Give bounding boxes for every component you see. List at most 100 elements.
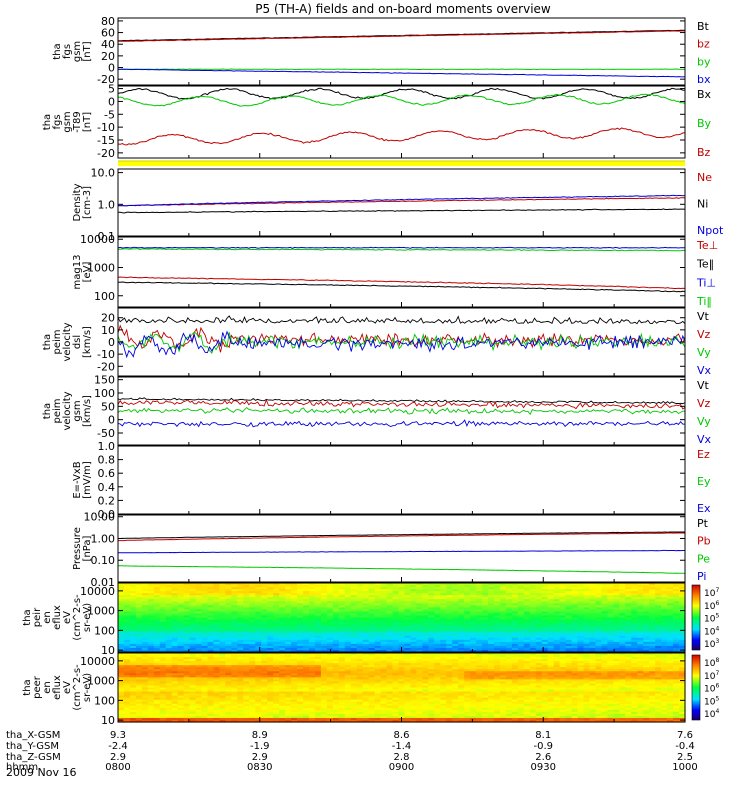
y-tick-label: 100 [94,624,115,637]
legend-entry: Vx [697,364,712,377]
y-tick-label: 10.00 [84,511,116,524]
trace-density-Ni [118,208,686,214]
y-tick-label: 0.0 [98,508,116,521]
legend-entry: Vz [697,397,711,410]
y-tick-label: 20 [101,312,115,325]
legend-entry: By [697,117,712,130]
ephemeris-value: -1.4 [392,741,412,752]
panel-pressure: 10.00 1.00 0.10 0.01 Pressure [nPa] Pt Pb Pe Pi [72,511,711,589]
panel-density: 10.0 1.0 0.1 Density [cm-3] Ne Ni Npot [72,167,724,243]
y-axis-label: peir [32,607,43,627]
spectrogram-cells [118,583,686,653]
legend-entry: Te‖ [696,258,714,271]
legend-entry: Ti⊥ [696,276,716,289]
colorbar-tick-label: 106 [704,600,719,612]
y-axis-label: gsm [62,111,73,132]
trace-fgs_gsm-bx [117,68,686,78]
y-tick-label: 150 [94,374,115,387]
legend-entry: Ne [697,171,712,184]
y-axis-label: [eV] [82,262,93,283]
ephemeris-value: 8.6 [394,730,410,741]
ephemeris-value: 0830 [247,762,272,773]
legend-entry: Vt [697,310,710,323]
ephemeris-value: -1.9 [250,741,270,752]
y-tick-label: 50 [101,400,115,413]
date-label: 2009 Nov 16 [6,766,76,779]
trace-velocity_gsm-Vt [117,397,686,405]
trace-fgs_gsm-bz [117,30,685,42]
y-axis-label: Pressure [72,527,83,570]
spectrogram-cells [118,653,686,723]
ephemeris-row-label: tha_Z-GSM [6,752,61,763]
ephemeris-value: 0930 [531,762,556,773]
panel-frame [117,17,686,86]
legend-entry: bx [697,73,711,86]
ephemeris-value: 8.9 [252,730,268,741]
trace-pressure-Pt [118,531,685,539]
trace-velocity_dsl-Vx [117,330,686,359]
legend-entry: Te⊥ [696,239,718,252]
y-tick-label: 10.0 [91,167,116,180]
y-tick-label: 10 [101,324,115,337]
colorbar-tick-label: 106 [704,683,719,695]
y-tick-label: -20 [97,73,115,86]
y-tick-label: 1.00 [91,532,116,545]
legend-entry: Vz [697,328,711,341]
legend-entry: Vy [697,346,711,359]
y-axis-label: [cm-3] [82,186,93,219]
y-axis-label: [km/s] [82,326,93,358]
y-axis-label: tha [22,609,33,625]
ephemeris-value: 0900 [389,762,414,773]
y-tick-label: 10000 [80,233,115,246]
legend-entry: Ey [697,475,711,488]
y-axis-label: tha [42,334,53,350]
y-tick-label: 0.4 [98,481,116,494]
y-tick-label: 0.2 [98,494,116,507]
ephemeris-value: -0.9 [533,741,553,752]
y-tick-label: 0.6 [98,467,116,480]
legend-entry: Ez [697,448,710,461]
y-axis-label: gsm [72,41,83,62]
colorbar-tick-label: 104 [704,625,719,637]
y-tick-label: 1.0 [98,440,116,453]
y-axis-label: eV [62,611,73,624]
legend-entry: Pe [697,552,710,565]
trace-fgs_gsm_t89-Bx [117,87,686,100]
y-tick-label: 0 [108,95,115,108]
y-tick-label: 20 [101,50,115,63]
ephemeris-value: 8.1 [535,730,551,741]
ephemeris-value: 2.5 [677,752,693,763]
trace-pressure-Pb [118,532,686,542]
legend-entry: Vy [697,415,711,428]
ephemeris-value: -2.4 [108,741,128,752]
panel-temperature: 10000 1000 100 mag13 [eV] Te⊥ Te‖ Ti⊥ Ti‖ [72,233,718,308]
y-axis-label: dsl [72,335,83,349]
y-tick-label: 0.1 [98,230,116,243]
trace-temperature-Ti‖ [117,248,686,252]
ephemeris-value: 9.3 [110,730,126,741]
y-axis-label: -T89 [72,111,83,133]
trace-temperature-Te⊥ [117,276,686,290]
y-axis-label: [km/s] [82,395,93,427]
legend-entry: Bx [697,88,712,101]
y-axis-label: peim [52,398,63,423]
mode-bar-track [118,161,685,166]
ephemeris-value: -0.4 [675,741,695,752]
trace-fgs_gsm_t89-By [117,93,686,107]
legend-entry: Ti‖ [696,295,712,308]
y-axis-label: [mV/m] [82,461,93,499]
y-tick-label: 10 [101,644,115,657]
ephemeris-value: 2.9 [110,752,126,763]
y-axis-label: eflux [52,605,63,630]
ephemeris-row-label: tha_Y-GSM [6,741,59,752]
y-axis-label: sr-eV) [82,603,93,632]
trace-temperature-Ti⊥ [117,246,686,249]
ephemeris-value: 1000 [672,762,697,773]
ephemeris-value: 7.6 [677,730,693,741]
y-axis-label: mag13 [72,255,83,290]
